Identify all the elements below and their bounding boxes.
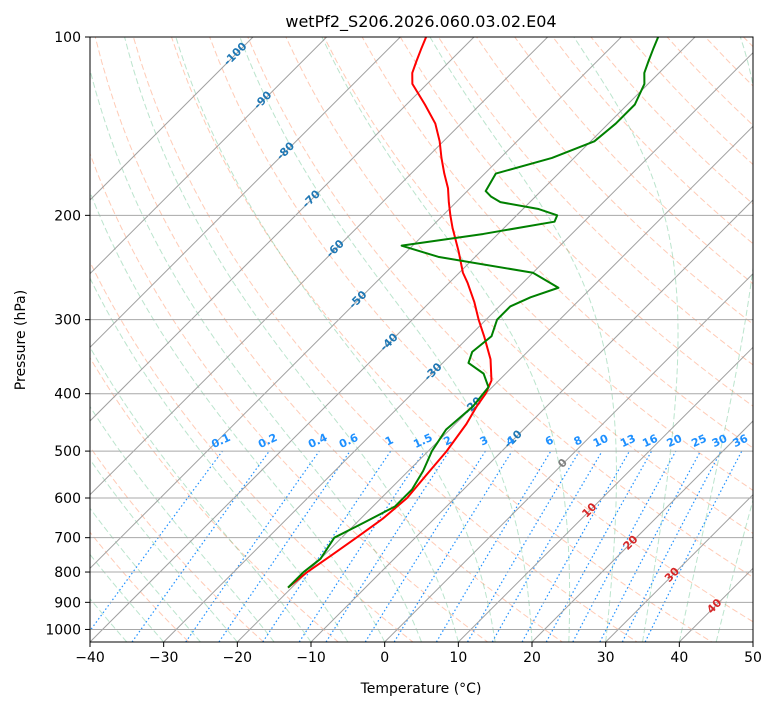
profile-series xyxy=(287,37,660,589)
y-axis-title: Pressure (hPa) xyxy=(13,290,29,390)
isotherm-line xyxy=(457,346,753,642)
dry-adiabat-line xyxy=(132,37,638,642)
mixing-ratio-label: 16 xyxy=(640,432,660,450)
isotherm-line xyxy=(90,37,254,201)
moist-adiabat-line xyxy=(321,37,571,642)
isotherm-line xyxy=(90,37,328,275)
isobars xyxy=(90,37,753,630)
isotherm-line xyxy=(236,125,753,642)
dry-adiabats xyxy=(90,37,753,642)
x-tick-label: −10 xyxy=(296,650,326,666)
isotherms xyxy=(90,37,753,642)
y-tick-label: 300 xyxy=(54,313,81,329)
moist-adiabat-line xyxy=(573,37,679,642)
x-tick-label: −30 xyxy=(149,650,179,666)
x-tick-label: 10 xyxy=(449,650,467,666)
dry-adiabat-line xyxy=(90,446,265,642)
moist-adiabat-line xyxy=(429,37,617,642)
mixing-ratio-line xyxy=(185,450,320,642)
mixing-ratio-line xyxy=(131,450,270,642)
mixing-ratio-line xyxy=(644,450,743,642)
plot-frame xyxy=(89,36,754,643)
mixing-ratio-label: 20 xyxy=(665,432,685,450)
moist-adiabat-line xyxy=(175,37,496,642)
moist-adiabat-line xyxy=(90,597,128,642)
moist-adiabat-line xyxy=(90,405,275,642)
chart-title: wetPf2_S206.2026.060.03.02.E04 xyxy=(285,12,556,32)
mixing-ratio-label: 36 xyxy=(731,432,751,450)
mixing-ratio-line xyxy=(298,450,425,642)
moist-adiabat-line xyxy=(90,553,165,642)
dry-adiabat-line xyxy=(170,37,713,642)
y-tick-label: 600 xyxy=(54,491,81,507)
isotherm-line xyxy=(90,37,475,422)
moist-adiabat-line xyxy=(239,37,533,642)
y-tick-label: 400 xyxy=(54,387,81,403)
mixing-ratio-line xyxy=(521,450,631,642)
mixing-ratio-label: 13 xyxy=(618,432,637,450)
dry-adiabat-line xyxy=(285,37,753,535)
mixing-ratio-lines xyxy=(90,450,743,642)
isotherm-line xyxy=(90,37,696,642)
isotherm-line xyxy=(384,272,753,642)
y-tick-label: 900 xyxy=(54,595,81,611)
moist-adiabats xyxy=(90,37,753,642)
mixing-ratio-line xyxy=(572,450,677,642)
mixing-ratio-label: 30 xyxy=(710,432,730,450)
x-tick-label: 50 xyxy=(744,650,762,666)
moist-adiabat-line xyxy=(90,67,422,642)
isotherm-line xyxy=(605,493,753,642)
x-axis: −40 −30 −20 −10 0 10 20 30 40 50 xyxy=(75,642,762,666)
dry-adiabat-line xyxy=(361,37,753,449)
x-tick-label: 30 xyxy=(597,650,615,666)
isotherm-line xyxy=(90,37,549,496)
isotherm-line xyxy=(90,37,402,349)
x-tick-label: 40 xyxy=(670,650,688,666)
moist-adiabat-line xyxy=(90,507,201,642)
isotherm-line xyxy=(90,37,623,570)
y-tick-label: 200 xyxy=(54,208,81,224)
mixing-ratio-label: 10 xyxy=(591,432,611,450)
moist-adiabat-line xyxy=(90,458,238,642)
dry-adiabat-line xyxy=(90,356,340,642)
mixing-ratio-line xyxy=(262,450,392,642)
y-tick-label: 700 xyxy=(54,531,81,547)
y-tick-label: 100 xyxy=(54,30,81,46)
isotherm-line xyxy=(310,199,753,642)
mixing-ratio-line xyxy=(393,450,513,642)
moist-adiabat-line xyxy=(124,37,459,642)
moist-adiabat-line xyxy=(678,37,753,642)
mixing-ratio-line xyxy=(545,450,653,642)
mixing-ratio-label: 25 xyxy=(689,432,708,450)
mixing-ratio-line xyxy=(218,450,351,642)
x-axis-title: Temperature (°C) xyxy=(360,681,482,697)
dry-adiabat-line xyxy=(90,152,489,642)
y-tick-label: 1000 xyxy=(45,622,81,638)
y-tick-label: 500 xyxy=(54,444,81,460)
y-axis: 100 200 300 400 500 600 700 800 900 1000 xyxy=(45,30,90,638)
dry-adiabat-line xyxy=(94,37,564,642)
moist-adiabat-line xyxy=(90,190,386,642)
dewpoint-profile-line xyxy=(287,37,660,589)
dry-adiabat-line xyxy=(475,37,753,325)
x-tick-label: −20 xyxy=(223,650,253,666)
dry-adiabat-line xyxy=(399,37,753,407)
dry-adiabat-line xyxy=(209,37,753,623)
x-tick-label: 20 xyxy=(523,650,541,666)
x-tick-label: 0 xyxy=(380,650,389,666)
mixing-ratio-line xyxy=(325,450,450,642)
dry-adiabat-line xyxy=(247,37,753,578)
mixing-ratio-line xyxy=(90,450,223,632)
x-tick-label: −40 xyxy=(75,650,105,666)
temperature-profile-line xyxy=(287,37,493,589)
moist-adiabat-line xyxy=(90,346,312,642)
moist-adiabat-line xyxy=(90,277,349,642)
isotherm-line xyxy=(531,420,753,642)
dry-adiabat-line xyxy=(90,260,414,642)
y-tick-label: 800 xyxy=(54,565,81,581)
